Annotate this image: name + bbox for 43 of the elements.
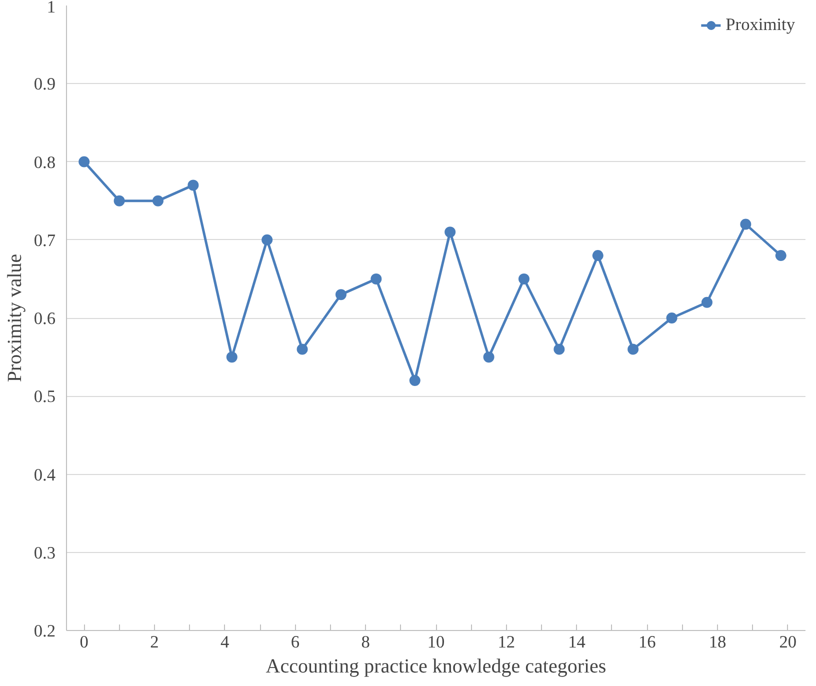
point (114, 195, 125, 206)
y-tick-label: 1 (46, 0, 56, 16)
x-tick-label: 8 (361, 632, 370, 652)
point (152, 195, 164, 206)
x-tick-label: 4 (220, 632, 230, 652)
y-tick-label: 0.3 (34, 543, 56, 562)
point (370, 273, 382, 284)
point (701, 296, 712, 308)
point (296, 344, 308, 355)
point (666, 312, 678, 324)
x-tick-label: 20 (779, 632, 797, 652)
legend-label: Proximity (726, 15, 795, 35)
y-tick-label: 0.9 (34, 74, 56, 94)
y-tick-label: 0.5 (34, 387, 56, 406)
y-tick-label: 0.2 (34, 622, 56, 640)
y-tick-label: 0.7 (34, 230, 56, 250)
x-tick-label: 16 (638, 632, 656, 652)
point (444, 226, 456, 238)
x-tick-label: 0 (80, 632, 88, 652)
point (409, 375, 420, 386)
y-tick-label: 0.6 (34, 309, 56, 328)
point (518, 273, 530, 284)
point (554, 344, 565, 355)
x-tick-label: 6 (290, 632, 300, 652)
x-tick-label: 14 (568, 632, 586, 652)
y-axis-title: Proximity value (4, 254, 26, 382)
x-tick-label: 10 (427, 632, 445, 652)
point (226, 352, 238, 363)
x-tick-label: 12 (498, 632, 516, 652)
point (628, 344, 639, 355)
y-tick-label: 0.8 (34, 152, 56, 172)
point (262, 234, 273, 246)
point (483, 352, 494, 363)
x-tick-label: 18 (708, 632, 726, 652)
x-axis-title: Accounting practice knowledge categories (266, 656, 606, 678)
y-tick-label: 0.4 (34, 465, 56, 484)
x-tick-label: 2 (150, 632, 159, 652)
point (78, 156, 90, 168)
point (775, 250, 786, 261)
point (592, 250, 604, 261)
point (740, 218, 752, 230)
point (335, 289, 346, 300)
point (188, 180, 199, 191)
